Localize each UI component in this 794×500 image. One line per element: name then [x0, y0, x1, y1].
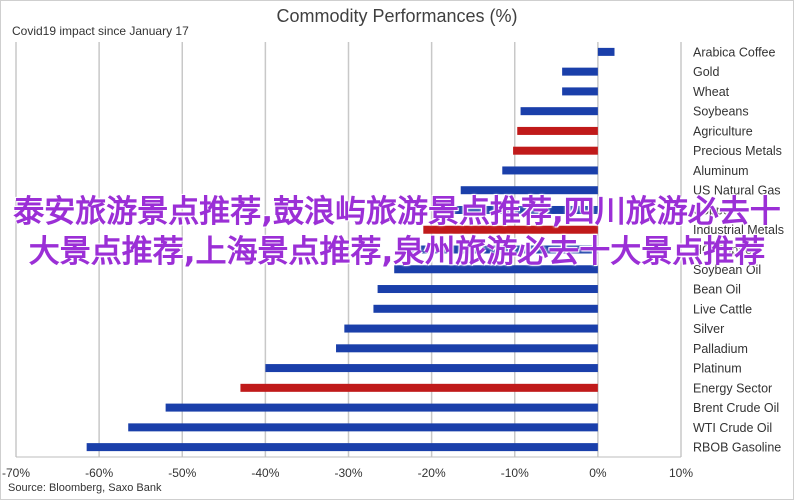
- category-label: Energy Sector: [693, 381, 772, 395]
- x-tick-label: -40%: [251, 466, 279, 480]
- bar: [562, 67, 598, 76]
- category-label: Precious Metals: [693, 144, 782, 158]
- chart-title: Commodity Performances (%): [276, 6, 517, 26]
- x-tick-label: -20%: [418, 466, 446, 480]
- category-label: Copper: [693, 203, 734, 217]
- bar: [128, 423, 598, 432]
- category-labels: Arabica Coffee Gold Wheat Soybeans Agricultu…: [693, 45, 784, 454]
- category-label: Agriculture: [693, 124, 753, 138]
- category-label: WTI Crude Oil: [693, 421, 772, 435]
- chart-subtitle: Covid19 impact since January 17: [12, 24, 189, 38]
- x-tick-label: -60%: [85, 466, 113, 480]
- bar: [517, 126, 598, 135]
- bar: [520, 107, 598, 116]
- x-tick-label: -50%: [168, 466, 196, 480]
- overlay-text: 泰安旅游景点推荐,鼓浪屿旅游景点推荐,四川旅游必去十大景点推荐,上海景点推荐,泉…: [13, 194, 781, 270]
- category-label: HG Copper: [693, 243, 756, 257]
- category-label: Bean Oil: [693, 283, 741, 297]
- bar: [373, 304, 598, 313]
- bar: [165, 403, 598, 412]
- bar: [502, 166, 598, 175]
- x-tick-label: 0%: [589, 466, 607, 480]
- category-label: Arabica Coffee: [693, 45, 776, 59]
- category-label: RBOB Gasoline: [693, 441, 781, 455]
- bar: [597, 47, 615, 56]
- bar: [344, 324, 598, 333]
- category-label: Wheat: [693, 85, 730, 99]
- chart-source: Source: Bloomberg, Saxo Bank: [8, 482, 162, 494]
- bar: [460, 186, 598, 195]
- bar: [394, 265, 598, 274]
- category-label: Industrial Metals: [693, 223, 784, 237]
- category-label: Platinum: [693, 362, 742, 376]
- category-label: US Natural Gas: [693, 184, 781, 198]
- x-tick-label: -30%: [334, 466, 362, 480]
- x-tick-label: 10%: [669, 466, 693, 480]
- category-label: Live Cattle: [693, 302, 752, 316]
- bar: [423, 225, 598, 234]
- bar: [240, 383, 598, 392]
- category-label: Soybean Oil: [693, 263, 761, 277]
- x-tick-label: -10%: [501, 466, 529, 480]
- category-label: Aluminum: [693, 164, 749, 178]
- category-label: Gold: [693, 65, 719, 79]
- x-tick-label: -70%: [2, 466, 30, 480]
- bar: [513, 146, 598, 155]
- category-label: Silver: [693, 322, 724, 336]
- category-label: Palladium: [693, 342, 748, 356]
- bars: [86, 47, 615, 452]
- category-label: Soybeans: [693, 105, 749, 119]
- bar: [377, 285, 598, 294]
- bar: [562, 87, 598, 96]
- bar: [265, 364, 598, 373]
- category-label: Brent Crude Oil: [693, 401, 779, 415]
- bar: [336, 344, 598, 353]
- bar: [86, 443, 598, 452]
- x-tick-labels: -70% -60% -50% -40% -30% -20% -10% 0% 10%: [2, 466, 693, 480]
- bar: [439, 205, 598, 214]
- bar: [402, 245, 598, 254]
